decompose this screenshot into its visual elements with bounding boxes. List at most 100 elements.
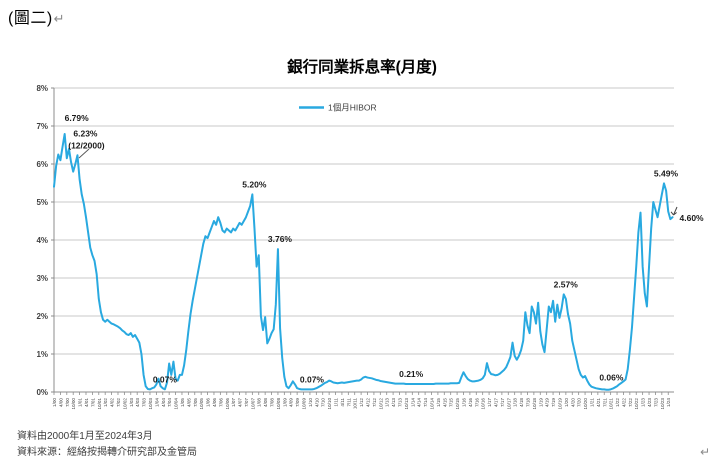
x-tick-label: 4/09 [289,398,294,407]
x-tick-label: 7/07 [244,398,249,407]
x-tick-label: 7/01 [90,398,95,407]
x-tick-label: 4/11 [340,398,345,407]
x-tick-label: 1/02 [103,398,108,407]
x-tick-label: 1/06 [206,398,211,407]
x-tick-label: 1/14 [410,398,415,407]
x-tick-label: 7/08 [270,398,275,407]
x-tick-label: 1/15 [436,398,441,407]
x-tick-label: 1/08 [257,398,262,407]
data-source-note: 資料來源：經絡按揭轉介研究部及金管局 [17,447,197,458]
x-tick-label: 7/23 [653,398,658,407]
x-tick-label: 7/06 [218,398,223,407]
x-tick-label: 4/22 [621,398,626,407]
annotation-arrowhead-icon [670,211,674,216]
x-tick-label: 7/09 [295,398,300,407]
paragraph-return-icon: ↵ [700,445,711,459]
x-tick-label: 7/19 [551,398,556,407]
x-tick-label: 10/04 [174,398,179,410]
x-tick-label: 10/10 [327,398,332,410]
x-tick-label: 7/05 [193,398,198,407]
x-tick-label: 4/08 [263,398,268,407]
x-tick-label: 7/03 [142,398,147,407]
annotation-label: 0.06% [599,373,624,383]
legend-label: 1個月HIBOR [328,103,377,113]
x-tick-label: 7/13 [398,398,403,407]
x-tick-label: 4/05 [186,398,191,407]
x-tick-label: 7/20 [577,398,582,407]
x-tick-label: 4/04 [161,398,166,407]
annotation-label: 0.21% [399,369,424,379]
x-tick-label: 1/13 [385,398,390,407]
x-tick-label: 1/05 [180,398,185,407]
y-tick-label: 4% [36,236,48,245]
x-tick-label: 4/20 [570,398,575,407]
x-tick-label: 7/18 [525,398,530,407]
annotation-label: 5.49% [654,168,679,178]
x-tick-label: 4/12 [366,398,371,407]
x-tick-label: 10/01 [97,398,102,410]
plot-area: 0%1%2%3%4%5%6%7%8%1/00 4/00 7/00 10/00 1/01 4… [36,84,704,410]
annotation-label: 4.60% [680,213,705,223]
x-tick-label: 4/17 [493,398,498,407]
annotation-arrow [673,206,678,216]
x-tick-label: 7/14 [423,398,428,407]
x-tick-label: 4/19 [545,398,550,407]
hibor-series-line [53,132,674,391]
x-tick-label: 10/13 [404,398,409,410]
x-tick-label: 10/09 [302,398,307,410]
x-tick-label: 1/20 [564,398,569,407]
annotation-label: 6.79% [65,113,90,123]
annotation-label: 0.07% [153,374,178,384]
x-tick-label: 1/11 [334,398,339,407]
annotation-label: 6.23% [73,128,98,138]
x-tick-label: 1/18 [513,398,518,407]
x-tick-label: 1/24 [666,398,671,407]
x-tick-label: 4/03 [135,398,140,407]
source-notes: 資料由2000年1月至2024年3月 資料來源：經絡按揭轉介研究部及金管局 [17,429,197,461]
x-tick-label: 10/07 [250,398,255,410]
x-tick-label: 7/21 [602,398,607,407]
y-tick-label: 2% [36,312,48,321]
annotation-label: 2.57% [554,279,579,289]
annotation-leader-line [78,148,90,159]
x-tick-label: 7/15 [449,398,454,407]
x-tick-label: 10/21 [609,398,614,410]
data-range-note: 資料由2000年1月至2024年3月 [17,431,153,442]
x-tick-label: 7/11 [346,398,351,407]
x-tick-label: 7/10 [321,398,326,407]
x-tick-label: 4/14 [417,398,422,407]
x-tick-label: 4/02 [110,398,115,407]
x-tick-label: 1/19 [538,398,543,407]
annotation-label: 0.07% [300,374,325,384]
x-tick-label: 1/21 [589,398,594,407]
x-tick-label: 10/15 [455,398,460,410]
y-tick-label: 5% [36,198,48,207]
x-tick-label: 10/02 [122,398,127,410]
x-tick-label: 4/23 [647,398,652,407]
x-tick-label: 4/00 [58,398,63,407]
annotation-arrowhead-icon [673,212,677,216]
x-tick-label: 4/18 [519,398,524,407]
x-tick-label: 4/16 [468,398,473,407]
x-tick-label: 10/23 [660,398,665,410]
x-tick-label: 1/23 [641,398,646,407]
x-tick-label: 7/12 [372,398,377,407]
x-tick-label: 1/12 [359,398,364,407]
x-tick-label: 10/19 [557,398,562,410]
x-tick-label: 1/03 [129,398,134,407]
y-tick-label: 0% [36,388,48,397]
x-tick-label: 10/22 [634,398,639,410]
x-tick-label: 4/10 [314,398,319,407]
x-tick-label: 10/20 [583,398,588,410]
y-tick-label: 3% [36,274,48,283]
x-tick-label: 1/04 [154,398,159,407]
x-tick-label: 7/02 [116,398,121,407]
x-tick-label: 1/16 [461,398,466,407]
y-tick-label: 7% [36,122,48,131]
x-tick-label: 4/06 [212,398,217,407]
x-tick-label: 4/13 [391,398,396,407]
x-tick-label: 7/16 [474,398,479,407]
x-tick-label: 4/15 [442,398,447,407]
